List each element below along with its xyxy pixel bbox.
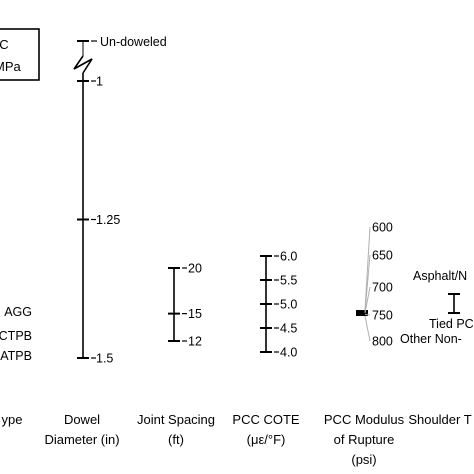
cote-tick-label-2: 5.0: [280, 298, 297, 312]
dowel-tick-label-2: 1.5: [96, 352, 113, 366]
joint-tick-label-1: 15: [188, 307, 202, 321]
axis-label-dowel-diameter-1: Diameter (in): [44, 432, 119, 447]
base-type-label-2: ATPB: [0, 349, 32, 363]
axis-label-shoulder-type-0: Shoulder T: [408, 412, 471, 427]
axis-label-pcc-mor-1: of Rupture: [334, 432, 395, 447]
mor-tick-label-3: 750: [372, 309, 393, 323]
axis-label-pcc-mor-2: (psi): [351, 452, 376, 467]
dowel-break-zigzag: [73, 55, 93, 74]
mor-tick-label-0: 600: [372, 221, 393, 235]
axis-label-pcc-mor-0: PCC Modulus: [324, 412, 405, 427]
dowel-tick-label-1: 1.25: [96, 213, 120, 227]
joint-tick-label-0: 20: [188, 262, 202, 276]
mor-tick-label-4: 800: [372, 335, 393, 349]
mor-leader-0: [364, 226, 371, 311]
legend-line-0: °C: [0, 37, 9, 52]
shoulder-label-1: Tied PC: [429, 317, 474, 331]
mor-tick-label-2: 700: [372, 281, 393, 295]
shoulder-label-2: Other Non-: [400, 332, 462, 346]
mor-axis-bar: [356, 310, 368, 316]
mor-leader-3: [364, 314, 371, 316]
mor-tick-label-1: 650: [372, 249, 393, 263]
cote-tick-label-0: 6.0: [280, 250, 297, 264]
axis-label-pcc-cote-0: PCC COTE: [232, 412, 300, 427]
legend-box: [0, 28, 40, 81]
base-type-label-0: AGG: [4, 305, 32, 319]
shoulder-label-0: Asphalt/N: [413, 269, 467, 283]
cote-tick-label-1: 5.5: [280, 274, 297, 288]
dowel-break-label: Un-doweled: [100, 35, 167, 49]
cote-tick-label-4: 4.0: [280, 346, 297, 360]
dowel-tick-label-0: 1: [96, 75, 103, 89]
cote-tick-label-3: 4.5: [280, 322, 297, 336]
joint-tick-label-2: 12: [188, 335, 202, 349]
axis-label-joint-spacing-0: Joint Spacing: [137, 412, 215, 427]
legend-line-1: MPa: [0, 59, 22, 74]
mor-leader-4: [364, 315, 371, 342]
base-type-label-1: CTPB: [0, 329, 32, 343]
axis-label-base-type-0: ype: [2, 412, 23, 427]
axis-label-dowel-diameter-0: Dowel: [64, 412, 100, 427]
mor-leader-1: [364, 254, 371, 312]
axis-label-joint-spacing-1: (ft): [168, 432, 184, 447]
axis-label-pcc-cote-1: (με/°F): [247, 432, 286, 447]
mor-leader-2: [364, 286, 371, 314]
